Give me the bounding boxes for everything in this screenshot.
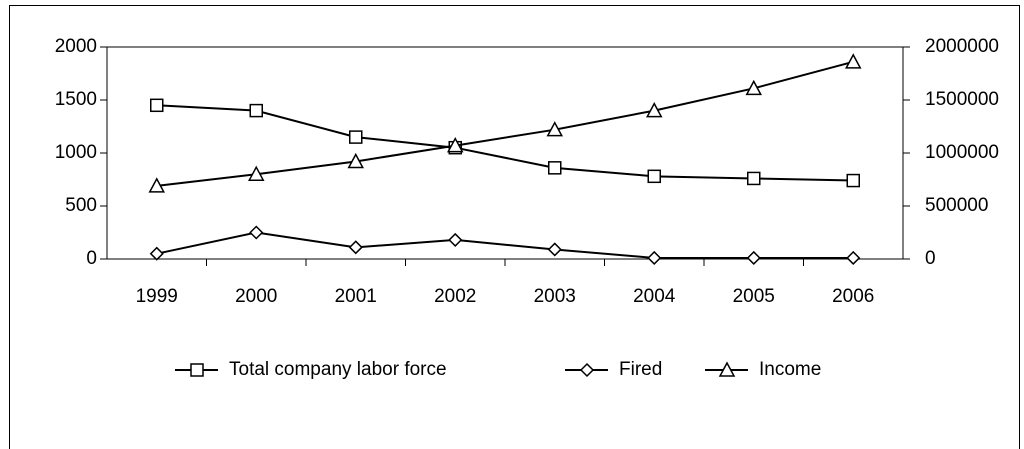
- point-marker: [249, 225, 264, 240]
- point-marker: [747, 171, 761, 186]
- point-marker: [347, 152, 365, 169]
- point-marker: [746, 250, 761, 266]
- point-marker: [647, 169, 661, 184]
- point-marker: [249, 103, 263, 118]
- point-marker: [148, 177, 166, 193]
- legend-marker: [190, 363, 204, 377]
- point-marker: [446, 136, 464, 153]
- series-line: [156, 231, 854, 259]
- y2-tick-label: 2000000: [925, 36, 999, 57]
- x-tick-label: 2006: [832, 286, 874, 307]
- point-marker: [349, 130, 363, 144]
- point-marker: [844, 53, 862, 69]
- point-marker: [745, 79, 763, 96]
- point-marker: [846, 173, 860, 188]
- legend-marker: [718, 361, 736, 377]
- y-tick-label: 0: [86, 248, 97, 269]
- legend-label: Total company labor force: [229, 359, 447, 380]
- y2-tick-label: 1000000: [925, 142, 999, 163]
- series-line: [156, 60, 854, 187]
- point-marker: [149, 246, 164, 261]
- x-tick-label: 2003: [534, 286, 576, 307]
- point-marker: [448, 232, 463, 247]
- y2-tick-label: 0: [925, 248, 936, 269]
- x-tick-label: 2000: [235, 286, 277, 307]
- series-line: [156, 104, 854, 182]
- legend-marker: [579, 362, 595, 378]
- point-marker: [547, 242, 562, 257]
- point-marker: [348, 240, 363, 255]
- point-marker: [846, 250, 861, 266]
- x-tick-label: 2001: [335, 286, 377, 307]
- y-tick-label: 1500: [55, 89, 97, 110]
- point-marker: [546, 121, 564, 137]
- point-marker: [645, 102, 663, 118]
- x-tick-label: 1999: [136, 286, 178, 307]
- y-tick-label: 500: [65, 195, 97, 216]
- point-marker: [150, 98, 164, 113]
- point-marker: [247, 165, 265, 181]
- y2-tick-label: 1500000: [925, 89, 999, 110]
- x-tick-label: 2005: [733, 286, 775, 307]
- chart-frame: [9, 5, 1020, 449]
- y-tick-label: 2000: [55, 36, 97, 57]
- y-tick-label: 1000: [55, 142, 97, 163]
- x-tick-label: 2002: [434, 286, 476, 307]
- legend-label: Income: [759, 359, 821, 380]
- point-marker: [647, 250, 662, 266]
- x-tick-label: 2004: [633, 286, 676, 307]
- point-marker: [548, 161, 562, 175]
- y2-tick-label: 500000: [925, 195, 988, 216]
- legend-label: Fired: [619, 359, 662, 380]
